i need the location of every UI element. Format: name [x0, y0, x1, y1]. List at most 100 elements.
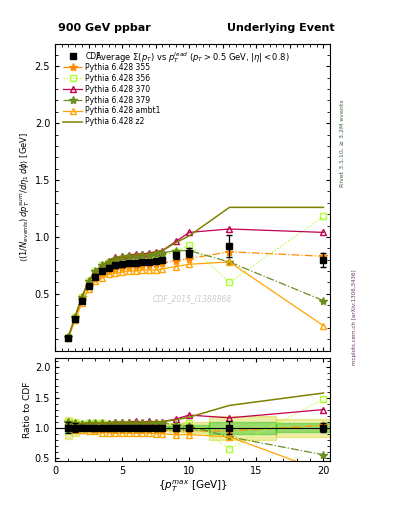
Pythia 6.428 355 [133, 264, 138, 270]
Pythia 6.428 370 [86, 278, 91, 284]
Pythia 6.428 379 [79, 294, 84, 301]
Pythia 6.428 ambt1 [73, 317, 77, 323]
Pythia 6.428 355 [107, 268, 111, 274]
Text: mcplots.cern.ch [arXiv:1306.3436]: mcplots.cern.ch [arXiv:1306.3436] [352, 270, 357, 365]
Pythia 6.428 370 [160, 247, 165, 253]
Line: Pythia 6.428 z2: Pythia 6.428 z2 [68, 207, 323, 337]
Pythia 6.428 370 [107, 258, 111, 264]
Pythia 6.428 379 [120, 254, 125, 261]
Pythia 6.428 ambt1 [127, 268, 131, 274]
Pythia 6.428 370 [113, 254, 118, 261]
Pythia 6.428 356 [113, 257, 118, 263]
Pythia 6.428 z2 [321, 204, 326, 210]
Pythia 6.428 370 [173, 239, 178, 245]
Pythia 6.428 ambt1 [321, 323, 326, 329]
Pythia 6.428 z2 [153, 249, 158, 255]
Y-axis label: $\langle(1/N_{events})\, dp_T^{sum}/d\eta_1\, d\phi\rangle$ [GeV]: $\langle(1/N_{events})\, dp_T^{sum}/d\et… [18, 132, 32, 262]
Pythia 6.428 370 [66, 334, 71, 340]
Pythia 6.428 355 [120, 265, 125, 271]
Pythia 6.428 ambt1 [153, 267, 158, 273]
Pythia 6.428 355 [66, 334, 71, 340]
Pythia 6.428 ambt1 [173, 264, 178, 270]
Pythia 6.428 ambt1 [133, 268, 138, 274]
Pythia 6.428 370 [73, 313, 77, 319]
Pythia 6.428 370 [153, 249, 158, 255]
Line: Pythia 6.428 355: Pythia 6.428 355 [64, 248, 328, 341]
Pythia 6.428 ambt1 [113, 270, 118, 276]
Pythia 6.428 z2 [187, 233, 191, 239]
Pythia 6.428 355 [187, 255, 191, 262]
Pythia 6.428 379 [140, 252, 145, 258]
Y-axis label: Ratio to CDF: Ratio to CDF [23, 381, 32, 438]
Pythia 6.428 ambt1 [140, 267, 145, 273]
Pythia 6.428 356 [107, 259, 111, 265]
Pythia 6.428 z2 [227, 204, 232, 210]
Pythia 6.428 z2 [73, 313, 77, 319]
Pythia 6.428 356 [66, 334, 71, 340]
Text: 900 GeV ppbar: 900 GeV ppbar [58, 23, 151, 33]
Pythia 6.428 355 [153, 261, 158, 267]
Legend: CDF, Pythia 6.428 355, Pythia 6.428 356, Pythia 6.428 370, Pythia 6.428 379, Pyt: CDF, Pythia 6.428 355, Pythia 6.428 356,… [60, 49, 164, 130]
X-axis label: $\{p_T^{max}$ [GeV]$\}$: $\{p_T^{max}$ [GeV]$\}$ [158, 478, 228, 494]
Text: Rivet 3.1.10, ≥ 3.2M events: Rivet 3.1.10, ≥ 3.2M events [340, 99, 345, 187]
Pythia 6.428 z2 [100, 262, 105, 268]
Pythia 6.428 356 [227, 280, 232, 286]
Pythia 6.428 ambt1 [86, 286, 91, 292]
Pythia 6.428 379 [113, 255, 118, 262]
Pythia 6.428 379 [147, 252, 151, 258]
Pythia 6.428 355 [140, 262, 145, 268]
Pythia 6.428 ambt1 [79, 300, 84, 306]
Pythia 6.428 355 [127, 264, 131, 270]
Pythia 6.428 355 [227, 249, 232, 255]
Pythia 6.428 355 [147, 262, 151, 268]
Pythia 6.428 356 [140, 253, 145, 260]
Line: Pythia 6.428 ambt1: Pythia 6.428 ambt1 [66, 259, 326, 341]
Line: Pythia 6.428 370: Pythia 6.428 370 [66, 226, 326, 340]
Pythia 6.428 ambt1 [93, 278, 97, 284]
Pythia 6.428 379 [153, 251, 158, 257]
Pythia 6.428 356 [86, 278, 91, 284]
Pythia 6.428 356 [79, 294, 84, 301]
Pythia 6.428 355 [86, 283, 91, 289]
Pythia 6.428 370 [79, 294, 84, 301]
Pythia 6.428 379 [107, 259, 111, 265]
Pythia 6.428 379 [73, 313, 77, 319]
Pythia 6.428 379 [321, 297, 326, 304]
Pythia 6.428 379 [100, 262, 105, 268]
Pythia 6.428 370 [93, 268, 97, 274]
Text: Underlying Event: Underlying Event [227, 23, 334, 33]
Pythia 6.428 z2 [133, 252, 138, 258]
Pythia 6.428 370 [133, 251, 138, 257]
Pythia 6.428 356 [93, 268, 97, 274]
Pythia 6.428 379 [227, 259, 232, 265]
Pythia 6.428 355 [73, 315, 77, 321]
Pythia 6.428 370 [120, 253, 125, 260]
Pythia 6.428 356 [160, 252, 165, 258]
Pythia 6.428 ambt1 [227, 259, 232, 265]
Text: Average $\Sigma(p_T)$ vs $p_T^{lead}$ ($p_T > 0.5$ GeV, $|\eta| < 0.8$): Average $\Sigma(p_T)$ vs $p_T^{lead}$ ($… [95, 50, 290, 65]
Text: CDF_2015_I1388868: CDF_2015_I1388868 [153, 294, 232, 303]
Pythia 6.428 ambt1 [107, 271, 111, 278]
Pythia 6.428 z2 [113, 255, 118, 262]
Pythia 6.428 356 [127, 254, 131, 261]
Pythia 6.428 370 [187, 229, 191, 236]
Pythia 6.428 355 [113, 266, 118, 272]
Pythia 6.428 z2 [160, 247, 165, 253]
Pythia 6.428 356 [173, 249, 178, 255]
Pythia 6.428 ambt1 [160, 266, 165, 272]
Pythia 6.428 370 [321, 229, 326, 236]
Pythia 6.428 379 [127, 253, 131, 260]
Pythia 6.428 ambt1 [66, 335, 71, 342]
Pythia 6.428 356 [321, 214, 326, 220]
Pythia 6.428 356 [133, 254, 138, 261]
Pythia 6.428 z2 [79, 294, 84, 301]
Pythia 6.428 ambt1 [100, 275, 105, 281]
Pythia 6.428 379 [173, 247, 178, 253]
Line: Pythia 6.428 379: Pythia 6.428 379 [64, 246, 328, 341]
Pythia 6.428 379 [93, 268, 97, 274]
Pythia 6.428 355 [93, 276, 97, 282]
Pythia 6.428 z2 [120, 254, 125, 261]
Pythia 6.428 z2 [107, 259, 111, 265]
Pythia 6.428 z2 [173, 240, 178, 246]
Pythia 6.428 355 [173, 258, 178, 264]
